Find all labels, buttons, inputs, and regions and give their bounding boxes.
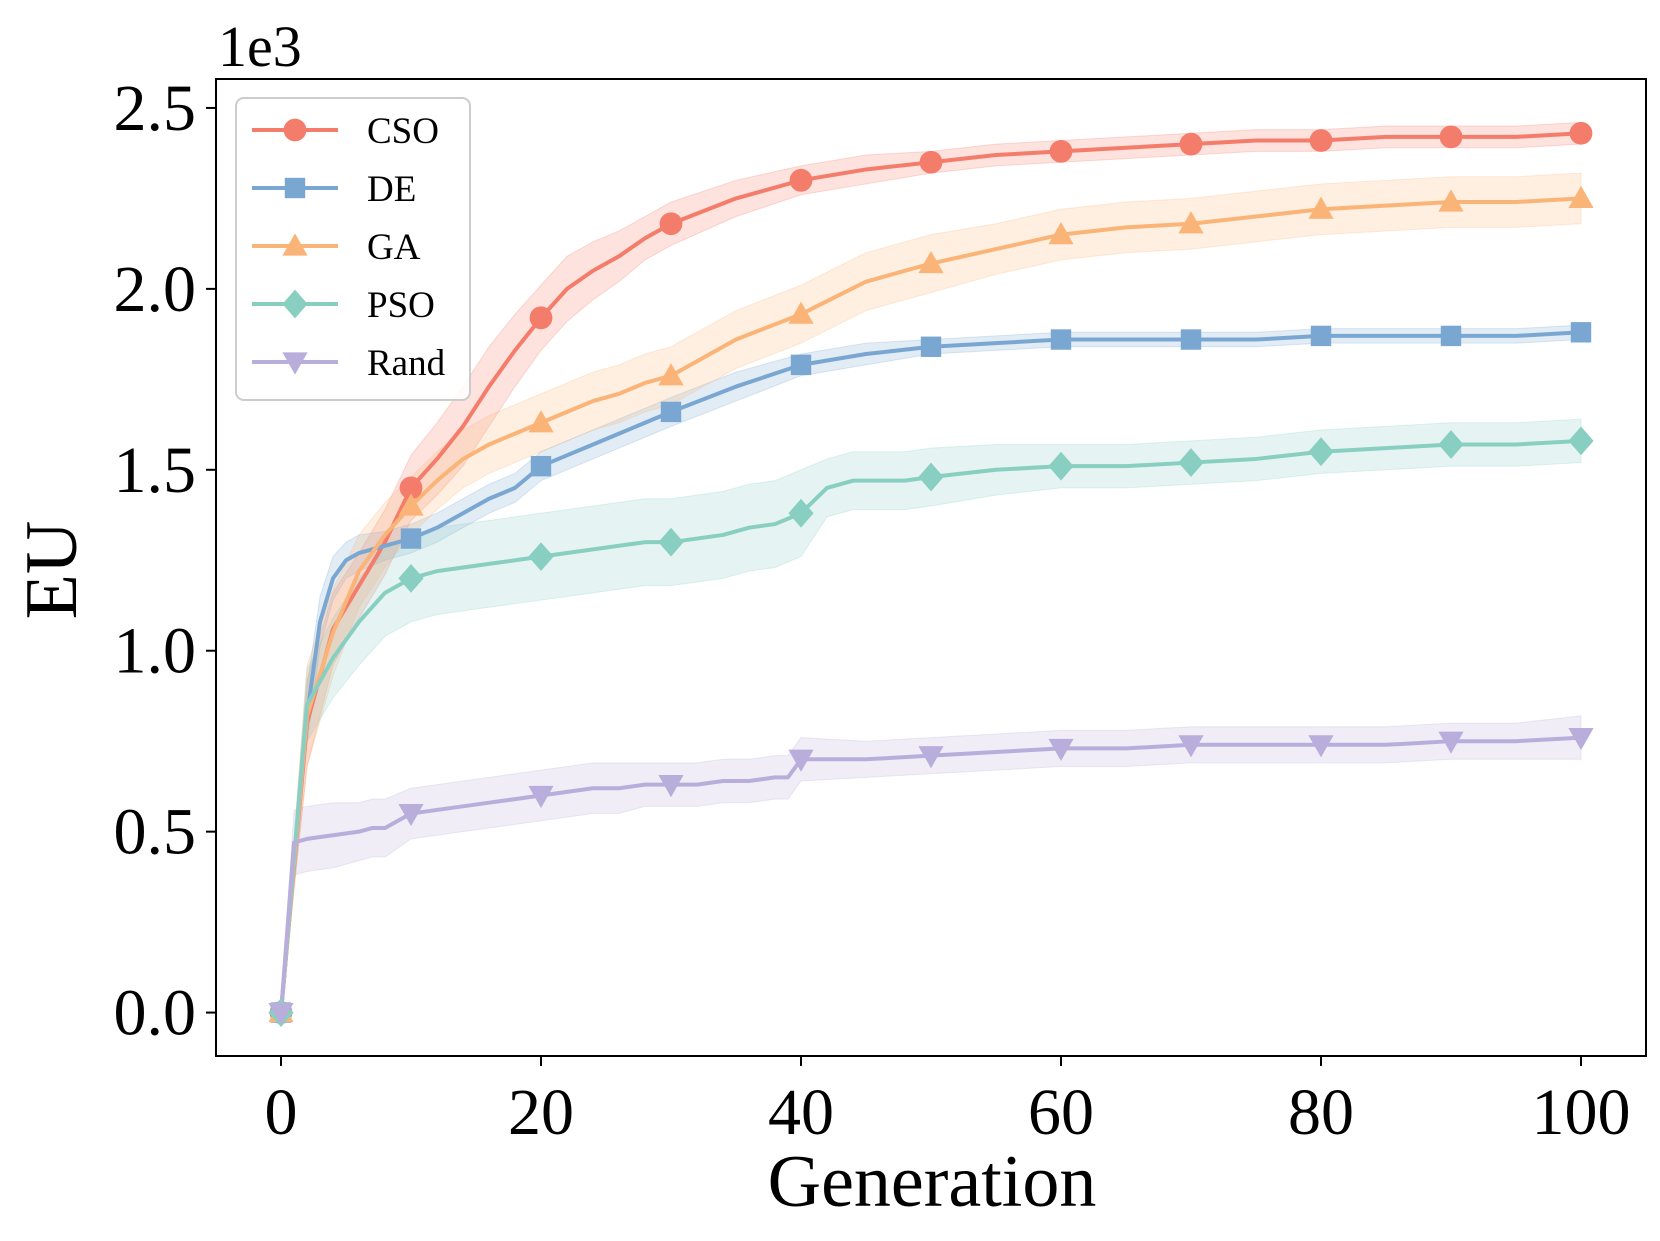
legend-marker-de — [284, 177, 306, 199]
pso-point — [658, 527, 684, 557]
y-tick-label: 1.5 — [114, 434, 197, 507]
legend-box — [235, 97, 471, 401]
de-point — [660, 401, 682, 423]
x-tick-label: 100 — [1532, 1076, 1631, 1149]
legend: CSO DE GA PSO Rand — [235, 97, 471, 401]
cso-point — [1569, 121, 1593, 145]
y-tick-label: 1.0 — [114, 615, 197, 688]
de-point — [1440, 325, 1462, 347]
legend-marker-ga — [282, 233, 308, 256]
x-tick-label: 60 — [1028, 1076, 1094, 1149]
de-point — [1310, 325, 1332, 347]
pso-point — [1308, 437, 1334, 467]
cso-point — [659, 212, 683, 236]
legend-label-cso: CSO — [367, 111, 439, 152]
legend-marker-pso — [282, 289, 308, 319]
ga-point — [1568, 185, 1594, 209]
rand-point — [528, 785, 554, 809]
ga-point — [528, 410, 554, 433]
de-point — [1570, 322, 1592, 343]
ga-point — [398, 493, 424, 516]
rand-point — [1048, 738, 1074, 762]
de-point — [530, 455, 552, 477]
y-axis-ticks: 0.0 0.5 1.0 1.5 2.0 2.5 — [114, 72, 216, 1050]
rand-point — [398, 803, 424, 827]
cso-point — [1049, 139, 1073, 163]
legend-marker-cso — [283, 118, 307, 142]
ga-point — [658, 363, 684, 386]
rand-point — [918, 746, 944, 769]
cso-point — [919, 150, 943, 174]
ga-point — [918, 250, 944, 274]
y-axis-title: EU — [11, 521, 93, 620]
pso-point — [918, 462, 944, 492]
legend-label-de: DE — [367, 169, 416, 210]
plot-frame — [215, 78, 1647, 1057]
x-tick-label: 0 — [265, 1076, 298, 1149]
legend-label-pso: PSO — [367, 285, 435, 326]
de-point — [400, 528, 422, 549]
pso-point — [398, 563, 424, 593]
cso-point — [789, 168, 813, 192]
cso-point — [529, 306, 553, 330]
de-point — [920, 336, 942, 357]
pso-point — [1568, 426, 1594, 456]
ga-point — [1178, 211, 1204, 234]
y-tick-label: 0.5 — [114, 796, 197, 869]
x-axis-ticks: 0 20 40 60 80 100 — [265, 1056, 1631, 1149]
pso-point — [1178, 448, 1204, 477]
cso-point — [1179, 132, 1203, 156]
y-tick-label: 2.0 — [114, 253, 197, 326]
de-point — [1180, 329, 1202, 350]
ga-point — [1438, 189, 1464, 212]
legend-label-rand: Rand — [367, 343, 446, 384]
y-tick-label: 2.5 — [114, 72, 197, 145]
legend-label-ga: GA — [367, 227, 421, 268]
de-point — [790, 354, 812, 376]
series-markers — [268, 121, 1594, 1027]
y-axis-offset-label: 1e3 — [218, 14, 302, 79]
cso-point — [1439, 125, 1463, 149]
rand-line — [279, 735, 1582, 1013]
rand-point — [1178, 735, 1204, 758]
legend-marker-rand — [282, 352, 308, 375]
y-tick-label: 0.0 — [114, 977, 197, 1050]
x-axis-title: Generation — [768, 1141, 1097, 1223]
pso-point — [1048, 451, 1074, 481]
rand-point — [1308, 735, 1334, 758]
ga-point — [1308, 196, 1334, 219]
pso-point — [788, 498, 814, 528]
ga-point — [1048, 221, 1074, 245]
rand-point — [268, 1002, 294, 1026]
rand-point — [1438, 731, 1464, 754]
cso-point — [399, 476, 423, 500]
x-tick-label: 20 — [508, 1076, 574, 1149]
pso-point — [528, 542, 554, 572]
rand-point — [1568, 727, 1594, 751]
de-point — [1050, 329, 1072, 350]
de-line — [279, 330, 1582, 1013]
rand-point — [658, 775, 684, 798]
cso-point — [1309, 129, 1333, 152]
pso-point — [1438, 430, 1464, 459]
x-tick-label: 40 — [768, 1076, 834, 1149]
x-tick-label: 80 — [1288, 1076, 1354, 1149]
rand-point — [788, 749, 814, 772]
ga-point — [788, 301, 814, 324]
